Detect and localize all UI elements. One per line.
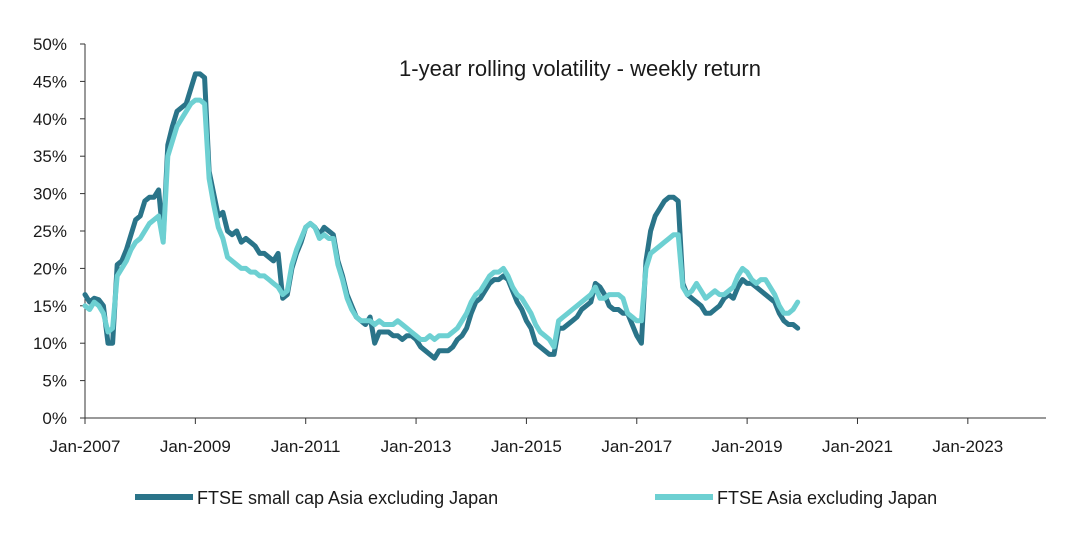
x-tick-label: Jan-2019 <box>712 437 783 456</box>
y-tick-label: 15% <box>33 297 67 316</box>
y-tick-label: 20% <box>33 259 67 278</box>
x-tick-label: Jan-2007 <box>50 437 121 456</box>
y-tick-label: 10% <box>33 334 67 353</box>
legend-label: FTSE small cap Asia excluding Japan <box>197 488 498 508</box>
y-tick-label: 45% <box>33 72 67 91</box>
x-tick-label: Jan-2009 <box>160 437 231 456</box>
y-tick-label: 0% <box>42 409 67 428</box>
y-tick-label: 25% <box>33 222 67 241</box>
series-layer <box>82 71 801 361</box>
x-tick-label: Jan-2017 <box>601 437 672 456</box>
series-line-ftse-asia <box>82 97 801 350</box>
y-tick-label: 30% <box>33 185 67 204</box>
x-tick-label: Jan-2011 <box>271 437 341 456</box>
y-tick-label: 40% <box>33 110 67 129</box>
legend-label: FTSE Asia excluding Japan <box>717 488 937 508</box>
x-tick-label: Jan-2023 <box>932 437 1003 456</box>
x-tick-label: Jan-2013 <box>381 437 452 456</box>
chart-title: 1-year rolling volatility - weekly retur… <box>399 56 761 81</box>
y-tick-label: 35% <box>33 147 67 166</box>
y-tick-label: 5% <box>42 372 67 391</box>
y-tick-label: 50% <box>33 35 67 54</box>
series-line-ftse-small-cap <box>82 71 801 361</box>
x-tick-label: Jan-2021 <box>822 437 893 456</box>
y-axis: 0% 5% 10% 15% 20% 25% 30% 35% 40% 45% 50% <box>33 35 86 428</box>
x-axis: Jan-2007 Jan-2009 Jan-2011 Jan-2013 Jan-2015… <box>50 417 1046 456</box>
x-tick-label: Jan-2015 <box>491 437 562 456</box>
legend: FTSE small cap Asia excluding Japan FTSE … <box>135 488 937 508</box>
